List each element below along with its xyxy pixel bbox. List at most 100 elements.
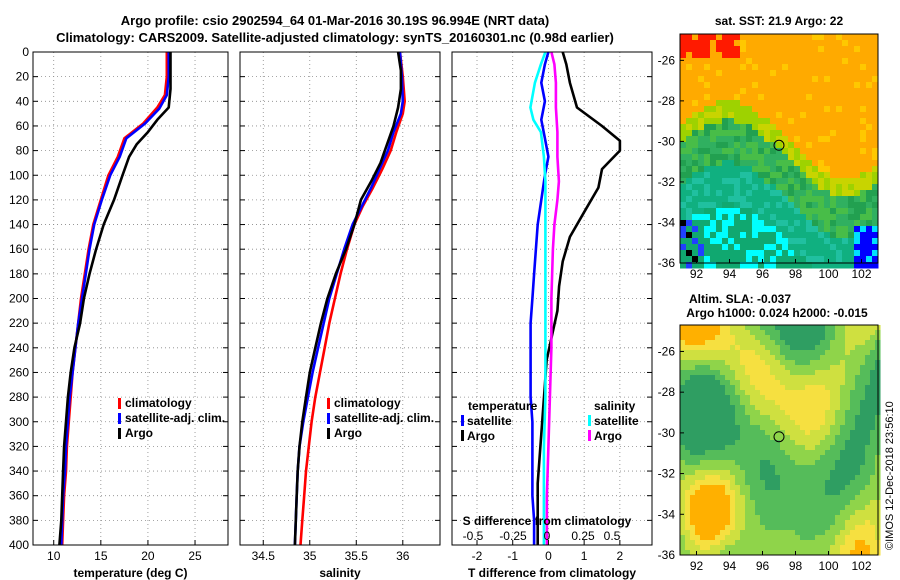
- sst-cell: [806, 208, 813, 215]
- series-line-satellite-adj-clim-: [60, 52, 170, 546]
- x-axis-label: T difference from climatology: [468, 566, 636, 580]
- sst-cell: [764, 82, 771, 89]
- sla-cell: [835, 460, 841, 466]
- sla-cell: [825, 400, 831, 406]
- sst-cell: [794, 208, 801, 215]
- sla-cell: [790, 360, 796, 366]
- sla-cell: [870, 360, 876, 366]
- sst-cell: [758, 208, 765, 215]
- sla-cell: [710, 435, 716, 441]
- sst-cell: [830, 136, 837, 143]
- sla-cell: [790, 460, 796, 466]
- sst-cell: [806, 88, 813, 95]
- sla-cell: [735, 330, 741, 336]
- sla-cell: [865, 495, 871, 501]
- sla-cell: [790, 385, 796, 391]
- sla-cell: [775, 490, 781, 496]
- sst-cell: [692, 124, 699, 131]
- sst-cell: [782, 226, 789, 233]
- sla-cell: [805, 360, 811, 366]
- sla-cell: [745, 365, 751, 371]
- sla-cell: [830, 335, 836, 341]
- sla-cell: [855, 370, 861, 376]
- sst-cell: [788, 148, 795, 155]
- y-tick-label: -32: [658, 175, 676, 189]
- sla-cell: [760, 485, 766, 491]
- sst-cell: [836, 196, 843, 203]
- sst-cell: [740, 76, 747, 83]
- sst-cell: [770, 82, 777, 89]
- legend-label: satellite-adj. clim.: [125, 411, 225, 425]
- sst-cell: [704, 154, 711, 161]
- sst-cell: [704, 160, 711, 167]
- sst-cell: [872, 262, 879, 269]
- sla-cell: [760, 515, 766, 521]
- sla-cell: [865, 330, 871, 336]
- sst-cell: [806, 238, 813, 245]
- sst-cell: [854, 172, 861, 179]
- sla-cell: [765, 455, 771, 461]
- sst-cell: [770, 142, 777, 149]
- sst-cell: [764, 94, 771, 101]
- sst-cell: [698, 94, 705, 101]
- sla-cell: [805, 330, 811, 336]
- sst-cell: [842, 160, 849, 167]
- sla-cell: [855, 470, 861, 476]
- sst-cell: [692, 112, 699, 119]
- sla-cell: [780, 540, 786, 546]
- s-tick-label: -0.25: [499, 529, 527, 543]
- sst-cell: [854, 160, 861, 167]
- sst-cell: [734, 88, 741, 95]
- sla-cell: [735, 495, 741, 501]
- sst-cell: [830, 82, 837, 89]
- sla-cell: [845, 380, 851, 386]
- sst-cell: [698, 58, 705, 65]
- sla-cell: [795, 515, 801, 521]
- sla-cell: [820, 510, 826, 516]
- sst-cell: [728, 34, 735, 41]
- sst-cell: [818, 256, 825, 263]
- sla-cell: [835, 400, 841, 406]
- sst-cell: [776, 214, 783, 221]
- sst-cell: [872, 52, 879, 59]
- sla-cell: [835, 440, 841, 446]
- sst-cell: [872, 82, 879, 89]
- sla-cell: [815, 325, 821, 331]
- sla-cell: [730, 475, 736, 481]
- sst-cell: [794, 106, 801, 113]
- sst-cell: [794, 148, 801, 155]
- sla-cell: [695, 505, 701, 511]
- sst-cell: [872, 232, 879, 239]
- sla-cell: [755, 450, 761, 456]
- sla-cell: [720, 370, 726, 376]
- sla-cell: [765, 340, 771, 346]
- sst-cell: [716, 118, 723, 125]
- sla-cell: [855, 395, 861, 401]
- sla-cell: [760, 360, 766, 366]
- sla-cell: [825, 540, 831, 546]
- sla-cell: [720, 405, 726, 411]
- sst-cell: [716, 88, 723, 95]
- sla-cell: [850, 495, 856, 501]
- sst-cell: [728, 178, 735, 185]
- sst-cell: [842, 64, 849, 71]
- sla-cell: [820, 490, 826, 496]
- sla-cell: [750, 455, 756, 461]
- sla-cell: [770, 515, 776, 521]
- sst-cell: [866, 88, 873, 95]
- sla-cell: [855, 490, 861, 496]
- sst-cell: [722, 196, 729, 203]
- sst-cell: [788, 52, 795, 59]
- sla-cell: [735, 360, 741, 366]
- sla-cell: [695, 495, 701, 501]
- sst-cell: [824, 190, 831, 197]
- sla-cell: [695, 490, 701, 496]
- sla-cell: [680, 400, 686, 406]
- sla-cell: [750, 375, 756, 381]
- sla-cell: [750, 525, 756, 531]
- sla-cell: [780, 390, 786, 396]
- sst-cell: [776, 208, 783, 215]
- sst-cell: [710, 190, 717, 197]
- sst-cell: [818, 52, 825, 59]
- sla-cell: [725, 415, 731, 421]
